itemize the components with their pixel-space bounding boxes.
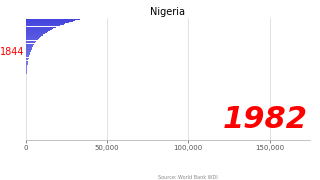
Bar — [26, 48, 32, 49]
Bar — [26, 47, 32, 48]
Bar — [26, 26, 57, 27]
Bar — [26, 38, 39, 39]
Bar — [26, 50, 31, 51]
Bar — [26, 37, 40, 38]
Text: 1982: 1982 — [222, 105, 308, 134]
Bar — [26, 36, 41, 37]
Bar — [26, 30, 50, 31]
Bar — [26, 33, 45, 34]
Bar — [26, 24, 64, 25]
Bar — [26, 35, 43, 36]
Bar — [26, 29, 52, 30]
Bar — [26, 71, 27, 72]
Bar — [26, 55, 29, 56]
Bar — [26, 41, 36, 42]
Bar — [26, 52, 30, 53]
Bar — [26, 75, 27, 76]
Bar — [26, 40, 37, 41]
Bar — [26, 56, 29, 57]
Bar — [26, 62, 28, 63]
Bar — [26, 60, 28, 61]
Bar — [26, 51, 31, 52]
Bar — [26, 63, 28, 64]
Text: Source: World Bank WDI: Source: World Bank WDI — [158, 175, 218, 180]
Bar — [26, 49, 32, 50]
Bar — [26, 21, 73, 22]
Title: Nigeria: Nigeria — [150, 7, 186, 17]
Bar — [26, 43, 35, 44]
Bar — [26, 34, 43, 35]
Bar — [26, 27, 56, 28]
Bar — [26, 74, 27, 75]
Bar — [26, 72, 27, 73]
Text: 1844: 1844 — [0, 47, 24, 57]
Bar — [26, 73, 27, 74]
Bar — [26, 69, 27, 70]
Bar — [26, 28, 53, 29]
Bar — [26, 44, 34, 45]
Bar — [26, 32, 47, 33]
Bar — [26, 68, 27, 69]
Bar — [26, 59, 28, 60]
Bar — [26, 53, 30, 54]
Bar — [26, 19, 80, 20]
Bar — [26, 66, 27, 67]
Bar — [26, 67, 27, 68]
Bar — [26, 42, 36, 43]
Bar — [26, 31, 48, 32]
Bar — [26, 70, 27, 71]
Bar — [26, 61, 28, 62]
Bar — [26, 64, 28, 65]
Bar — [26, 58, 29, 59]
Bar — [26, 39, 38, 40]
Bar — [26, 22, 69, 23]
Bar — [26, 25, 60, 26]
Bar — [26, 45, 34, 46]
Bar — [26, 65, 28, 66]
